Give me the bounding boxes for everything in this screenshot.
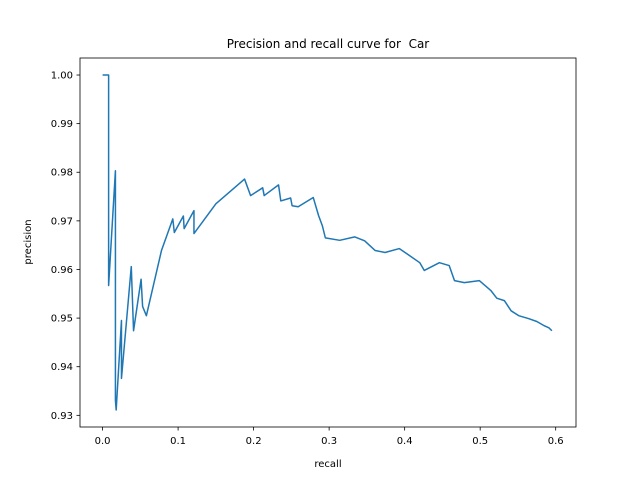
curve [102, 74, 553, 411]
chart-title: Precision and recall curve for Car [227, 37, 430, 51]
x-axis-label: recall [314, 459, 341, 470]
y-tick-label: 1.00 [51, 71, 73, 82]
x-tick-label: 0.1 [170, 436, 186, 447]
y-axis-label: precision [23, 219, 34, 264]
x-tick-label: 0.6 [548, 436, 564, 447]
x-tick-label: 0.0 [95, 436, 111, 447]
y-tick-label: 0.98 [51, 168, 73, 179]
x-tick-label: 0.4 [397, 436, 413, 447]
y-tick-label: 0.96 [51, 265, 73, 276]
plot-frame [79, 57, 577, 428]
y-tick-label: 0.94 [51, 362, 73, 373]
x-tick-label: 0.5 [472, 436, 488, 447]
x-tick-label: 0.2 [246, 436, 262, 447]
x-tick-label: 0.3 [321, 436, 337, 447]
y-tick-label: 0.99 [51, 119, 73, 130]
y-tick-label: 0.97 [51, 216, 73, 227]
y-tick-label: 0.95 [51, 314, 73, 325]
y-tick-label: 0.93 [51, 411, 73, 422]
